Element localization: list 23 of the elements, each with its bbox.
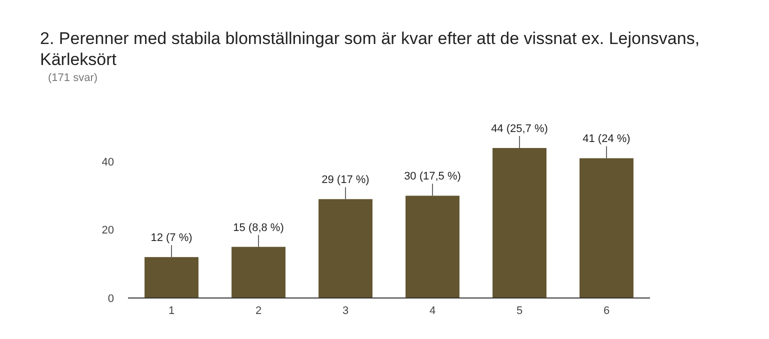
x-tick-label: 2 bbox=[255, 305, 262, 317]
data-label: 15 (8,8 %) bbox=[233, 222, 284, 234]
data-label: 30 (17,5 %) bbox=[404, 170, 461, 183]
x-tick-label: 6 bbox=[603, 305, 610, 317]
x-tick-label: 4 bbox=[429, 305, 436, 317]
bar bbox=[232, 246, 286, 298]
data-label: 41 (24 %) bbox=[582, 133, 630, 146]
x-tick-label: 1 bbox=[168, 305, 175, 317]
y-tick-label: 20 bbox=[102, 224, 114, 237]
bar bbox=[580, 158, 634, 298]
x-tick-label: 3 bbox=[342, 305, 349, 317]
x-tick-label: 5 bbox=[516, 305, 523, 317]
bar bbox=[406, 196, 460, 298]
data-label: 44 (25,7 %) bbox=[491, 123, 548, 135]
chart-title: 2. Perenner med stabila blomställningar som är kvar efter att de vissnat ex. Lejonsvans, Kärleksört bbox=[40, 29, 700, 69]
bar bbox=[144, 257, 198, 298]
chart-subtitle: (171 svar) bbox=[48, 72, 98, 84]
y-tick-label: 40 bbox=[102, 156, 114, 168]
bar bbox=[318, 199, 372, 298]
data-label: 29 (17 %) bbox=[322, 174, 370, 186]
y-tick-label: 0 bbox=[108, 292, 114, 305]
bar bbox=[492, 148, 546, 298]
data-label: 12 (7 %) bbox=[150, 232, 192, 244]
